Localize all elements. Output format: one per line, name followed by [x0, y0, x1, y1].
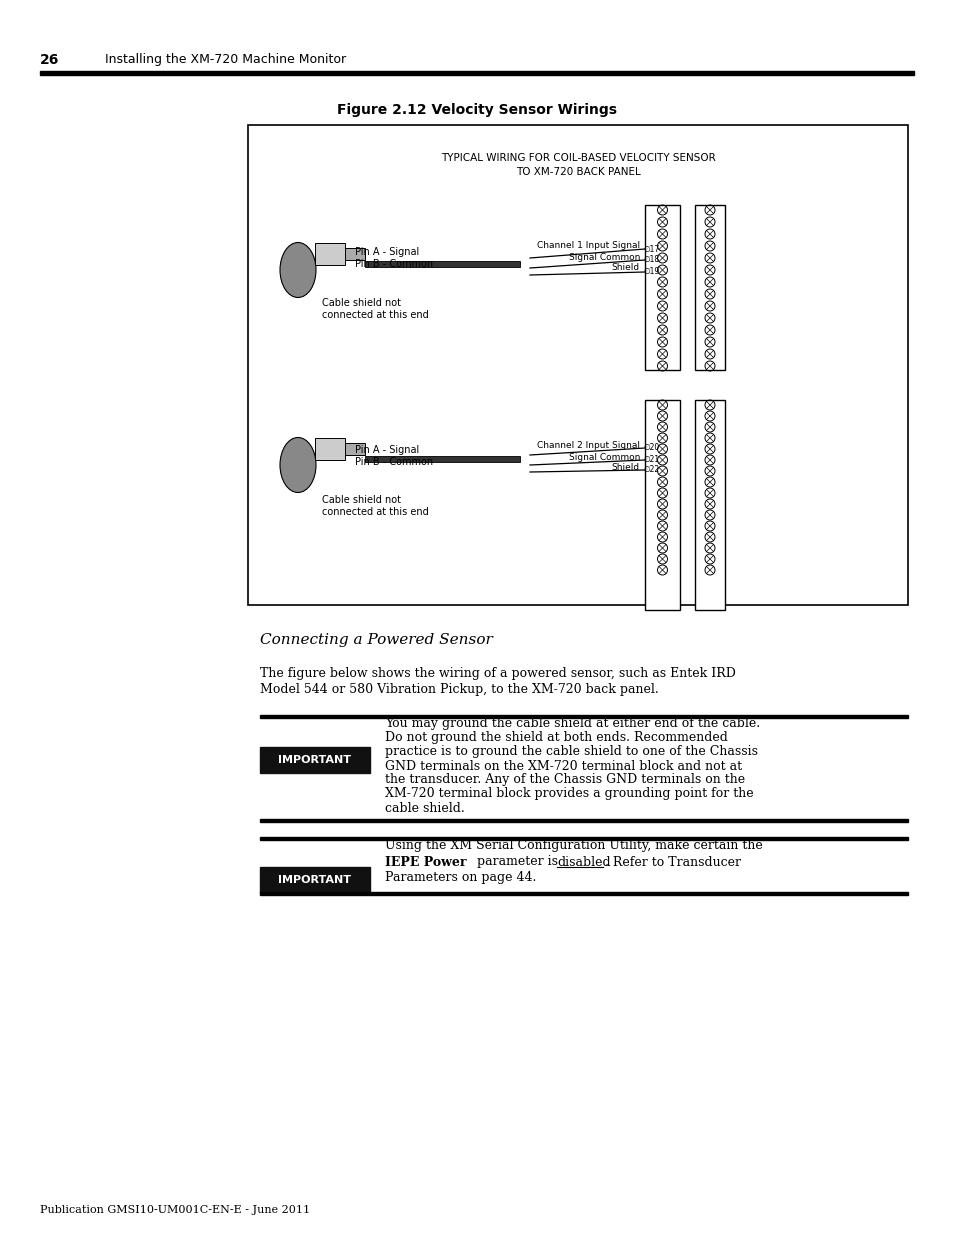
Text: Publication GMSI10-UM001C-EN-E - June 2011: Publication GMSI10-UM001C-EN-E - June 20…: [40, 1205, 310, 1215]
Text: Pin B - Common: Pin B - Common: [355, 457, 433, 467]
Text: ∅17: ∅17: [642, 245, 659, 253]
Text: . Refer to Transducer: . Refer to Transducer: [604, 856, 740, 868]
Text: Cable shield not: Cable shield not: [322, 495, 400, 505]
Text: GND terminals on the XM-720 terminal block and not at: GND terminals on the XM-720 terminal blo…: [385, 760, 741, 773]
Text: Figure 2.12 Velocity Sensor Wirings: Figure 2.12 Velocity Sensor Wirings: [336, 103, 617, 117]
Text: Cable shield not: Cable shield not: [322, 298, 400, 308]
Text: Model 544 or 580 Vibration Pickup, to the XM-720 back panel.: Model 544 or 580 Vibration Pickup, to th…: [260, 683, 659, 697]
Text: connected at this end: connected at this end: [322, 310, 428, 320]
Bar: [314, 243, 345, 266]
Text: Channel 1 Input Signal: Channel 1 Input Signal: [537, 242, 639, 251]
Text: XM-720 terminal block provides a grounding point for the: XM-720 terminal block provides a groundi…: [385, 788, 753, 800]
Ellipse shape: [280, 242, 315, 298]
Text: Connecting a Powered Sensor: Connecting a Powered Sensor: [260, 634, 493, 647]
Text: TO XM-720 BACK PANEL: TO XM-720 BACK PANEL: [515, 167, 639, 177]
Text: You may ground the cable shield at either end of the cable.: You may ground the cable shield at eithe…: [385, 718, 760, 730]
Text: cable shield.: cable shield.: [385, 802, 464, 815]
Text: IMPORTANT: IMPORTANT: [278, 876, 351, 885]
Bar: [260, 867, 370, 893]
Text: disabled: disabled: [557, 856, 610, 868]
Text: parameter is: parameter is: [473, 856, 561, 868]
Ellipse shape: [280, 437, 315, 493]
Text: ∅21: ∅21: [642, 454, 659, 463]
Text: Installing the XM-720 Machine Monitor: Installing the XM-720 Machine Monitor: [105, 53, 346, 67]
Bar: [365, 456, 519, 462]
Text: ∅22: ∅22: [642, 466, 659, 474]
Bar: [314, 438, 345, 459]
Text: practice is to ground the cable shield to one of the Chassis: practice is to ground the cable shield t…: [385, 746, 758, 758]
Text: TYPICAL WIRING FOR COIL-BASED VELOCITY SENSOR: TYPICAL WIRING FOR COIL-BASED VELOCITY S…: [440, 153, 715, 163]
Bar: [345, 443, 365, 454]
Bar: [260, 892, 907, 895]
Text: Do not ground the shield at both ends. Recommended: Do not ground the shield at both ends. R…: [385, 731, 727, 745]
Bar: [695, 400, 724, 610]
Text: Parameters on page 44.: Parameters on page 44.: [385, 872, 536, 884]
Text: Pin A - Signal: Pin A - Signal: [355, 445, 418, 454]
Bar: [248, 125, 907, 605]
Bar: [695, 205, 724, 370]
Bar: [260, 837, 907, 840]
Text: IMPORTANT: IMPORTANT: [278, 755, 351, 764]
Bar: [644, 400, 679, 610]
Text: Signal Common: Signal Common: [568, 252, 639, 262]
Bar: [260, 715, 907, 718]
Text: IEPE Power: IEPE Power: [385, 856, 466, 868]
Text: Pin A - Signal: Pin A - Signal: [355, 247, 418, 257]
Text: the transducer. Any of the Chassis GND terminals on the: the transducer. Any of the Chassis GND t…: [385, 773, 744, 787]
Text: connected at this end: connected at this end: [322, 508, 428, 517]
Text: 26: 26: [40, 53, 59, 67]
Bar: [260, 747, 370, 773]
Bar: [644, 205, 679, 370]
Text: ∅20: ∅20: [642, 443, 659, 452]
Bar: [345, 248, 365, 261]
Text: Pin B - Common: Pin B - Common: [355, 259, 433, 269]
Text: The figure below shows the wiring of a powered sensor, such as Entek IRD: The figure below shows the wiring of a p…: [260, 667, 735, 680]
Text: Using the XM Serial Configuration Utility, make certain the: Using the XM Serial Configuration Utilit…: [385, 840, 762, 852]
Text: Channel 2 Input Signal: Channel 2 Input Signal: [537, 441, 639, 450]
Text: ∅19: ∅19: [642, 267, 659, 275]
Bar: [260, 819, 907, 823]
Text: Signal Common: Signal Common: [568, 452, 639, 462]
Bar: [40, 70, 913, 75]
Text: Shield: Shield: [611, 263, 639, 273]
Bar: [365, 261, 519, 267]
Text: Shield: Shield: [611, 463, 639, 473]
Text: ∅18: ∅18: [642, 256, 659, 264]
